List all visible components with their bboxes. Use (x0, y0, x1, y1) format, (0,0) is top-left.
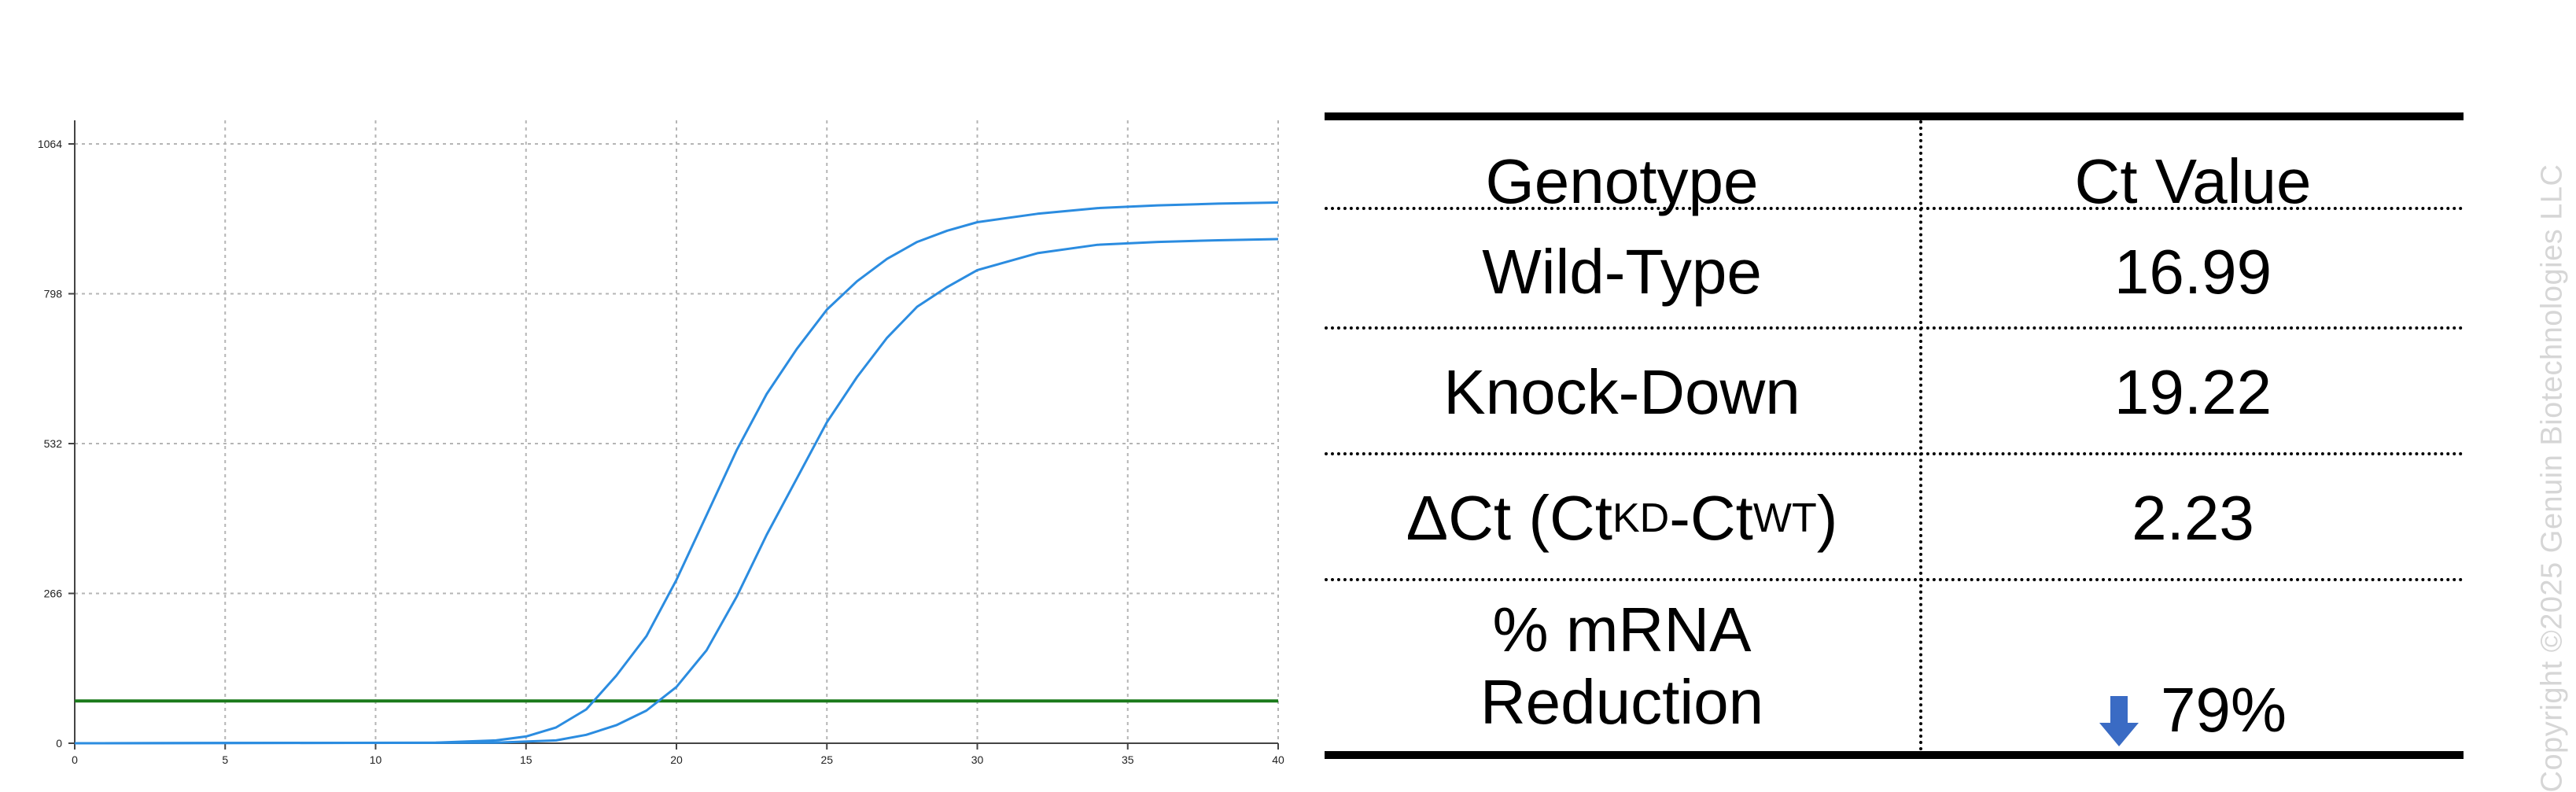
table-bottom-rule (1325, 751, 2464, 759)
x-tick-label: 30 (971, 753, 984, 766)
header-genotype: Genotype (1485, 146, 1759, 216)
row-delta-ct-value: 2.23 (2132, 483, 2254, 553)
y-tick-label: 266 (44, 588, 63, 600)
row-wild-type-value: 16.99 (2113, 236, 2272, 307)
row-divider (1325, 452, 2464, 455)
x-tick-label: 35 (1122, 753, 1134, 766)
row-knock-down-value: 19.22 (2113, 357, 2272, 427)
row-divider (1325, 326, 2464, 330)
row-knock-down-label: Knock-Down (1443, 357, 1800, 427)
table-top-rule (1325, 112, 2464, 120)
down-arrow-icon (2099, 696, 2139, 746)
amplification-plot: 0 5 10 15 20 25 30 35 40 0 266 532 798 1064 (38, 120, 1284, 766)
ct-value-table: Genotype Ct Value Wild-Type 16.99 Knock-… (1325, 112, 2464, 759)
delta-ct-dash: -Ct (1669, 483, 1753, 553)
y-tick-label: 798 (44, 288, 63, 300)
axes (68, 120, 1279, 750)
y-tick-label: 1064 (38, 138, 62, 150)
mrna-reduction-line1: % mRNA (1492, 595, 1752, 665)
y-tick-label: 0 (56, 737, 62, 750)
x-tick-label: 40 (1272, 753, 1284, 766)
copyright-watermark: Copyright ©2025 Genuin Biotechnologies L… (2535, 164, 2569, 792)
column-divider (1919, 120, 1922, 751)
amplification-curve-1 (74, 201, 1279, 745)
x-tick-label: 15 (520, 753, 533, 766)
row-mrna-reduction-label: % mRNA Reduction (1325, 581, 1919, 751)
x-tick-label: 0 (72, 753, 78, 766)
y-tick-label: 532 (44, 437, 63, 450)
x-tick-label: 5 (222, 753, 228, 766)
delta-ct-text: ΔCt (Ct (1406, 483, 1612, 553)
mrna-reduction-line2: Reduction (1480, 667, 1764, 737)
x-tick-label: 20 (670, 753, 683, 766)
amplification-curves (74, 201, 1279, 745)
grid-lines (75, 120, 1279, 743)
row-divider (1325, 207, 2464, 210)
x-tick-label: 10 (370, 753, 382, 766)
row-wild-type-label: Wild-Type (1482, 236, 1762, 307)
row-delta-ct-label: ΔCt (Ct KD -Ct WT) (1406, 483, 1838, 553)
header-ct-value: Ct Value (2074, 146, 2312, 216)
x-tick-label: 25 (820, 753, 833, 766)
mrna-reduction-value: 79% (2160, 675, 2287, 745)
row-divider (1325, 578, 2464, 581)
amplification-curve-2 (74, 238, 1279, 745)
delta-ct-close: ) (1816, 483, 1838, 553)
row-mrna-reduction-value: 79% (1922, 581, 2464, 751)
tick-labels: 0 5 10 15 20 25 30 35 40 0 266 532 798 1064 (38, 138, 1284, 766)
